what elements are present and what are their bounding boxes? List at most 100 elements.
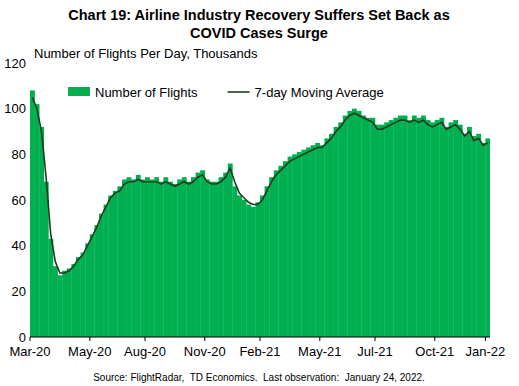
bar <box>117 186 122 337</box>
bar <box>306 147 311 337</box>
bar <box>205 179 210 337</box>
bar <box>237 195 242 337</box>
bar <box>352 109 357 337</box>
x-tick <box>204 337 205 341</box>
x-tick <box>434 337 435 341</box>
x-tick-label: May-20 <box>68 344 111 359</box>
bar <box>467 127 472 337</box>
bar <box>274 170 279 337</box>
bar <box>168 182 173 337</box>
bar <box>472 136 477 337</box>
x-tick <box>30 337 31 341</box>
x-tick <box>260 337 261 341</box>
bar <box>398 116 403 337</box>
bar <box>196 173 201 337</box>
legend-label: 7-day Moving Average <box>255 85 384 100</box>
legend-swatch <box>68 87 90 96</box>
bar <box>48 239 53 337</box>
bar <box>370 118 375 337</box>
x-tick-label: Jul-21 <box>357 344 392 359</box>
bar <box>343 116 348 337</box>
bar <box>421 116 426 337</box>
bar <box>62 271 67 337</box>
bar <box>380 125 385 337</box>
bar <box>104 205 109 337</box>
y-axis-label: Number of Flights Per Day, Thousands <box>34 46 258 61</box>
bar <box>476 134 481 337</box>
bar <box>186 182 191 337</box>
y-tick-label: 60 <box>12 193 26 208</box>
bar <box>269 177 274 337</box>
bar <box>453 120 458 337</box>
bar <box>85 243 90 337</box>
bar <box>251 207 256 337</box>
bar <box>407 120 412 337</box>
bar <box>53 266 58 337</box>
bar <box>163 177 168 337</box>
bar <box>242 200 247 337</box>
x-tick <box>145 337 146 341</box>
bar <box>122 179 127 337</box>
bar <box>30 90 35 337</box>
bar <box>260 195 265 337</box>
x-tick <box>375 337 376 341</box>
bar <box>416 118 421 337</box>
legend-swatch <box>228 91 250 93</box>
bar <box>108 195 113 337</box>
bar <box>71 264 76 337</box>
bar <box>246 205 251 337</box>
y-tick-label: 120 <box>4 56 26 71</box>
bar <box>329 134 334 337</box>
x-tick-label: Oct-21 <box>415 344 454 359</box>
x-tick <box>485 337 486 341</box>
y-tick-label: 0 <box>19 330 26 345</box>
plot-area <box>30 90 490 337</box>
legend-label: Number of Flights <box>95 85 198 100</box>
bar <box>131 179 136 337</box>
bar <box>366 118 371 337</box>
bar <box>200 170 205 337</box>
bar <box>278 166 283 337</box>
bar <box>127 177 132 337</box>
x-tick <box>319 337 320 341</box>
bar <box>324 138 329 337</box>
bar <box>315 143 320 337</box>
y-tick-label: 20 <box>12 284 26 299</box>
bar <box>288 157 293 337</box>
x-tick-label: Nov-20 <box>184 344 226 359</box>
chart: Chart 19: Airline Industry Recovery Suff… <box>0 0 519 386</box>
bar <box>145 177 150 337</box>
bar <box>444 127 449 337</box>
bar <box>297 152 302 337</box>
bar <box>182 177 187 337</box>
line <box>32 97 487 273</box>
bar <box>232 186 237 337</box>
bar <box>301 150 306 337</box>
title-line: COVID Cases Surge <box>190 25 328 41</box>
bar <box>140 179 145 337</box>
bar <box>357 111 362 337</box>
x-tick-label: Feb-21 <box>239 344 280 359</box>
bar <box>338 122 343 337</box>
bar <box>136 175 141 337</box>
bar <box>347 111 352 337</box>
x-tick-label: Aug-20 <box>124 344 166 359</box>
y-tick-label: 100 <box>4 101 26 116</box>
bar <box>462 134 467 337</box>
bar <box>81 253 86 337</box>
bar <box>412 116 417 337</box>
bar <box>485 138 490 337</box>
bar <box>311 145 316 337</box>
bar <box>435 120 440 337</box>
bar <box>389 120 394 337</box>
bar <box>439 118 444 337</box>
title-line: Chart 19: Airline Industry Recovery Suff… <box>68 7 449 23</box>
x-tick-label: Mar-20 <box>9 344 50 359</box>
bar <box>255 202 260 337</box>
bar <box>99 214 104 337</box>
bar <box>159 182 164 337</box>
bar <box>384 122 389 337</box>
bar <box>58 275 63 337</box>
bar <box>430 122 435 337</box>
bar <box>94 225 99 337</box>
